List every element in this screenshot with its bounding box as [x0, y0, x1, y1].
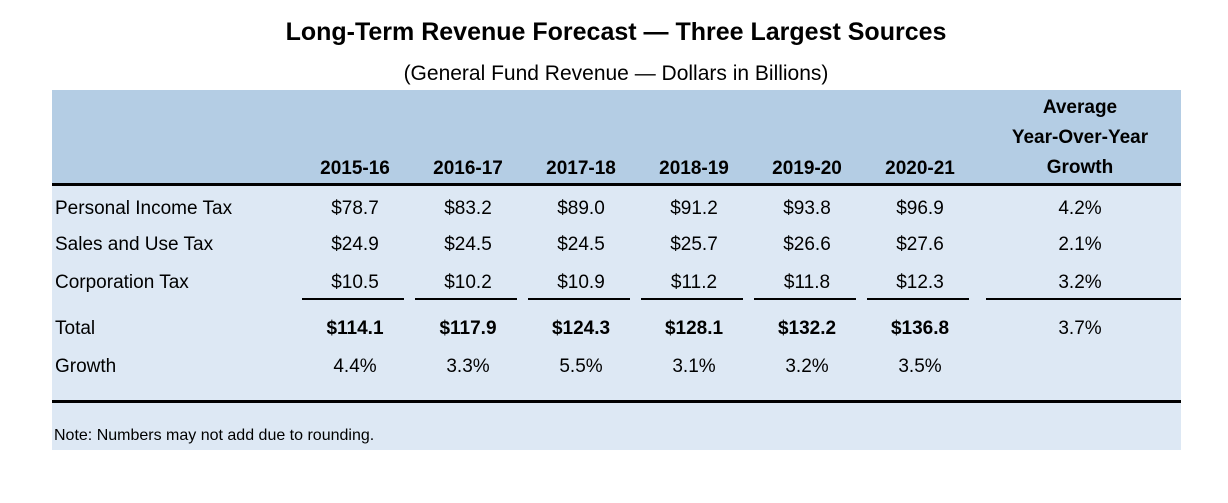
subtotal-rule [754, 298, 856, 300]
growth-header-line: Average [1042, 97, 1118, 118]
table-cell: $89.0 [557, 198, 605, 219]
table-cell: $25.7 [670, 234, 718, 255]
table-cell: $91.2 [670, 198, 718, 219]
growth-label: Growth [55, 356, 117, 377]
growth-row-cell: 5.5% [559, 356, 603, 377]
table-cell: $24.9 [331, 234, 379, 255]
revenue-table: 2015-16 2016-17 2017-18 2018-19 2019-20 … [52, 90, 1181, 450]
growth-row-cell: 3.5% [898, 356, 942, 377]
table-cell: $11.8 [783, 272, 831, 293]
total-growth-cell: 3.7% [1058, 318, 1102, 339]
table-cell: $24.5 [557, 234, 605, 255]
table-cell: $83.2 [444, 198, 492, 219]
table-cell: $24.5 [444, 234, 492, 255]
growth-row-cell: 3.2% [785, 356, 829, 377]
subtotal-rule [986, 298, 1181, 300]
row-label: Sales and Use Tax [55, 234, 214, 255]
total-cell: $132.2 [777, 318, 837, 339]
year-header: 2020-21 [885, 158, 955, 179]
total-cell: $124.3 [551, 318, 611, 339]
growth-row-cell: 4.4% [333, 356, 377, 377]
year-header: 2019-20 [772, 158, 842, 179]
table-cell: $96.9 [896, 198, 944, 219]
table-cell: $78.7 [331, 198, 379, 219]
row-label: Personal Income Tax [55, 198, 233, 219]
table-cell: $10.9 [557, 272, 605, 293]
year-header: 2015-16 [320, 158, 390, 179]
subtotal-rule [528, 298, 630, 300]
growth-row-cell: 3.1% [672, 356, 716, 377]
table-cell: $10.2 [444, 272, 492, 293]
total-cell: $114.1 [326, 318, 384, 339]
footnote: Note: Numbers may not add due to roundin… [54, 427, 375, 444]
table-cell: $26.6 [783, 234, 831, 255]
growth-header-line: Year-Over-Year [1011, 127, 1149, 148]
subtotal-rule [302, 298, 404, 300]
total-cell: $128.1 [664, 318, 724, 339]
table-cell: $12.3 [896, 272, 944, 293]
growth-header-line: Growth [1046, 157, 1114, 178]
row-label: Corporation Tax [55, 272, 189, 293]
table-subtitle: (General Fund Revenue — Dollars in Billi… [403, 62, 829, 85]
growth-cell: 2.1% [1058, 234, 1102, 255]
year-header: 2018-19 [659, 158, 729, 179]
table-cell: $93.8 [783, 198, 831, 219]
growth-cell: 3.2% [1058, 272, 1102, 293]
table-cell: $27.6 [896, 234, 944, 255]
header-rule [52, 183, 1181, 186]
table-title: Long-Term Revenue Forecast — Three Large… [285, 18, 947, 46]
table-cell: $10.5 [331, 272, 379, 293]
header-band [52, 90, 1181, 183]
subtotal-rule [867, 298, 969, 300]
year-header: 2016-17 [433, 158, 503, 179]
growth-cell: 4.2% [1058, 198, 1102, 219]
table-cell: $11.2 [670, 272, 718, 293]
subtotal-rule [641, 298, 743, 300]
subtotal-rule [415, 298, 517, 300]
growth-row-cell: 3.3% [446, 356, 490, 377]
total-cell: $117.9 [439, 318, 497, 339]
year-header: 2017-18 [546, 158, 616, 179]
total-label: Total [55, 318, 96, 339]
footer-rule [52, 400, 1181, 403]
total-cell: $136.8 [890, 318, 950, 339]
